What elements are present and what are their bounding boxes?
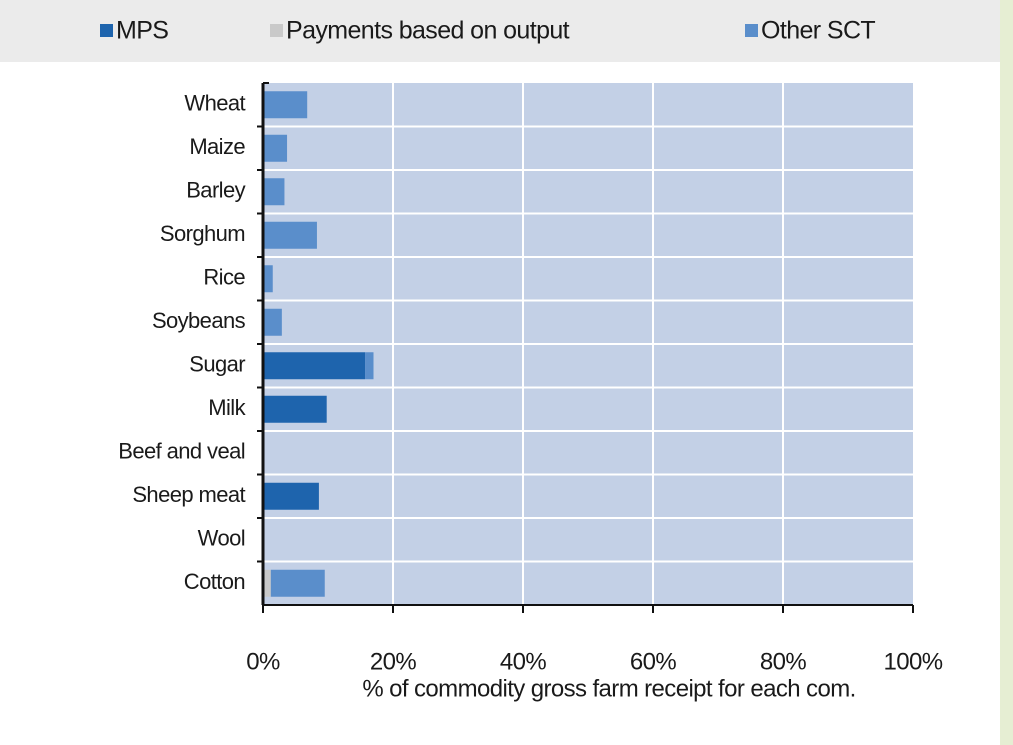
bar-segment bbox=[263, 265, 273, 293]
x-axis-label: % of commodity gross farm receipt for ea… bbox=[362, 675, 855, 702]
bar-segment bbox=[263, 395, 327, 423]
bar-segment bbox=[263, 221, 317, 249]
y-tick-label: Barley bbox=[186, 178, 245, 203]
y-tick-label: Wool bbox=[198, 526, 245, 551]
y-tick-label: Soybeans bbox=[152, 308, 246, 333]
x-tick-label: 40% bbox=[500, 648, 546, 675]
y-tick-label: Beef and veal bbox=[118, 439, 245, 464]
bar-segment bbox=[263, 134, 288, 162]
bar-segment bbox=[263, 178, 285, 206]
legend-band bbox=[0, 0, 1000, 62]
legend-swatch bbox=[745, 24, 758, 37]
x-tick-label: 20% bbox=[370, 648, 416, 675]
slide-edge bbox=[1000, 0, 1013, 745]
bar-segment bbox=[263, 569, 271, 597]
y-tick-label: Wheat bbox=[184, 91, 245, 116]
y-tick-label: Maize bbox=[189, 134, 245, 159]
y-tick-label: Sorghum bbox=[160, 221, 245, 246]
bar-segment bbox=[270, 569, 325, 597]
bar-segment bbox=[263, 308, 282, 336]
y-tick-label: Cotton bbox=[184, 569, 245, 594]
y-tick-label: Milk bbox=[208, 395, 246, 420]
bar-segment bbox=[263, 91, 308, 119]
y-tick-label: Rice bbox=[203, 265, 245, 290]
bar-segment bbox=[365, 352, 374, 380]
legend-label: MPS bbox=[116, 17, 168, 45]
legend-label: Payments based on output bbox=[286, 17, 570, 45]
legend-label: Other SCT bbox=[761, 17, 875, 45]
bar-segment bbox=[263, 482, 319, 510]
x-tick-label: 100% bbox=[884, 648, 943, 675]
legend-swatch bbox=[270, 24, 283, 37]
y-tick-label: Sheep meat bbox=[132, 482, 245, 507]
x-tick-label: 60% bbox=[630, 648, 676, 675]
x-tick-label: 0% bbox=[246, 648, 280, 675]
y-tick-label: Sugar bbox=[189, 352, 245, 377]
legend-swatch bbox=[100, 24, 113, 37]
x-tick-label: 80% bbox=[760, 648, 806, 675]
bar-segment bbox=[263, 352, 366, 380]
